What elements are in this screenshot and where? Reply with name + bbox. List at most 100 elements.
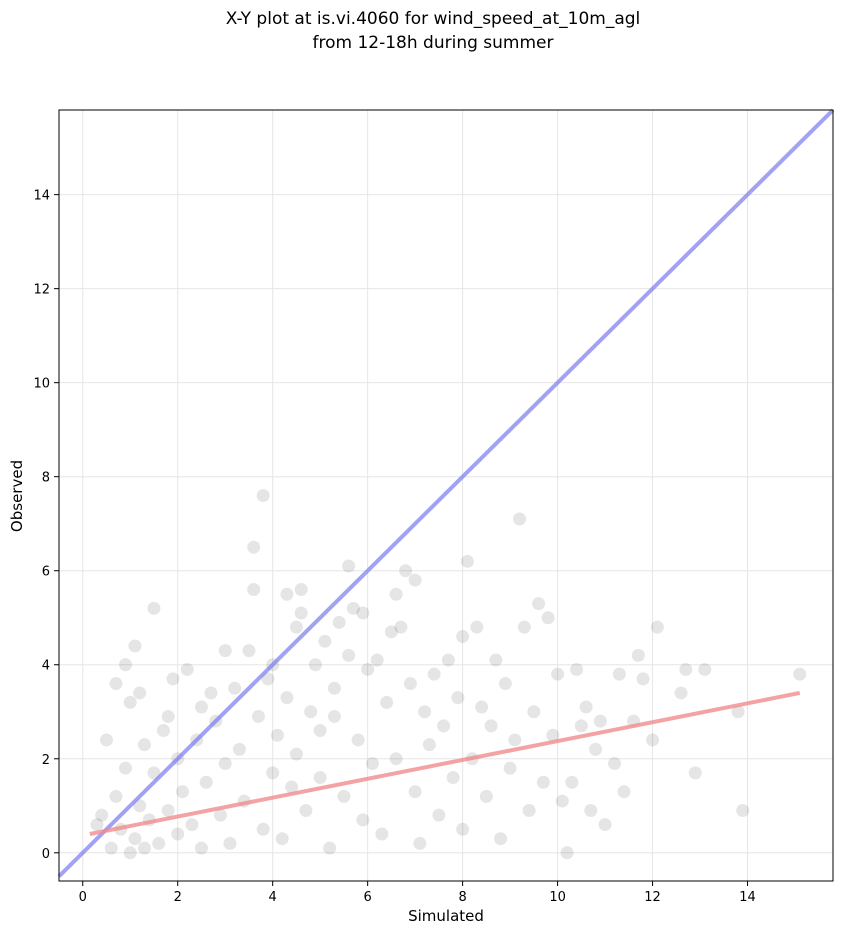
scatter-point	[698, 662, 712, 676]
scatter-point	[441, 653, 455, 667]
scatter-point	[446, 771, 460, 785]
scatter-point	[356, 606, 370, 620]
chart-title-line1: X-Y plot at is.vi.4060 for wind_speed_at…	[226, 9, 641, 29]
scatter-point	[313, 724, 327, 738]
scatter-point	[437, 719, 451, 733]
scatter-point	[346, 601, 360, 615]
scatter-point	[513, 512, 527, 526]
scatter-point	[427, 667, 441, 681]
scatter-point	[294, 606, 308, 620]
scatter-point	[342, 559, 356, 573]
scatter-point	[280, 587, 294, 601]
fit-line	[89, 690, 801, 836]
scatter-point	[161, 709, 175, 723]
scatter-point	[256, 822, 270, 836]
scatter-point	[570, 662, 584, 676]
scatter-point	[408, 573, 422, 587]
scatter-point	[128, 639, 142, 653]
scatter-point	[494, 832, 508, 846]
y-tick-label: 4	[42, 659, 50, 674]
scatter-point	[247, 583, 261, 597]
scatter-point	[152, 836, 166, 850]
scatter-point	[285, 780, 299, 794]
x-tick-label: 8	[458, 890, 466, 905]
scatter-point	[674, 686, 688, 700]
x-tick-label: 10	[549, 890, 566, 905]
scatter-point	[128, 832, 142, 846]
scatter-point	[408, 785, 422, 799]
scatter-point	[161, 803, 175, 817]
plot-frame	[58, 109, 834, 882]
y-axis-label: Observed	[8, 460, 26, 532]
scatter-point	[489, 653, 503, 667]
scatter-point	[204, 686, 218, 700]
scatter-point	[522, 803, 536, 817]
scatter-point	[247, 540, 261, 554]
scatter-point	[133, 799, 147, 813]
y-tick-label: 8	[42, 471, 50, 486]
scatter-point	[650, 620, 664, 634]
scatter-point	[375, 827, 389, 841]
scatter-point	[403, 677, 417, 691]
scatter-point	[137, 841, 151, 855]
scatter-point	[351, 733, 365, 747]
reference-lines	[57, 108, 835, 878]
scatter-point	[636, 672, 650, 686]
y-tick-label: 10	[33, 377, 50, 392]
scatter-point	[185, 818, 199, 832]
scatter-point	[318, 634, 332, 648]
scatter-point	[313, 771, 327, 785]
scatter-point	[608, 756, 622, 770]
scatter-point	[218, 756, 232, 770]
scatter-point	[289, 620, 303, 634]
scatter-point	[118, 658, 132, 672]
scatter-point	[418, 705, 432, 719]
scatter-point	[370, 653, 384, 667]
scatter-point	[631, 648, 645, 662]
scatter-point	[194, 841, 208, 855]
scatter-point	[365, 756, 379, 770]
scatter-point	[470, 620, 484, 634]
scatter-point	[104, 841, 118, 855]
scatter-point	[574, 719, 588, 733]
scatter-point	[399, 564, 413, 578]
x-tick-label: 0	[79, 890, 87, 905]
axis-ticks: 0 2 4 6 8 10 12 14 0 2 4 6 8 10 12 14	[33, 189, 755, 905]
scatter-point	[688, 766, 702, 780]
scatter-point	[337, 789, 351, 803]
grid-lines	[59, 110, 833, 881]
scatter-point	[118, 761, 132, 775]
scatter-point	[280, 691, 294, 705]
scatter-point	[646, 733, 660, 747]
x-tick-label: 4	[269, 890, 277, 905]
scatter-point	[380, 695, 394, 709]
scatter-point	[422, 738, 436, 752]
scatter-point	[166, 672, 180, 686]
x-tick-label: 12	[644, 890, 661, 905]
scatter-point	[560, 846, 574, 860]
scatter-point	[413, 836, 427, 850]
chart-title-line2: from 12-18h during summer	[313, 33, 554, 53]
y-tick-label: 2	[42, 753, 50, 768]
scatter-point	[356, 813, 370, 827]
scatter-point	[123, 846, 137, 860]
scatter-point	[218, 644, 232, 658]
scatter-point	[551, 667, 565, 681]
y-tick-label: 0	[42, 847, 50, 862]
scatter-point	[180, 662, 194, 676]
scatter-point	[617, 785, 631, 799]
scatter-point	[133, 686, 147, 700]
scatter-point	[242, 644, 256, 658]
scatter-point	[171, 827, 185, 841]
scatter-point	[294, 583, 308, 597]
x-tick-label: 6	[364, 890, 372, 905]
scatter-point	[612, 667, 626, 681]
scatter-point	[456, 822, 470, 836]
x-axis-label: Simulated	[408, 907, 484, 925]
scatter-point	[90, 818, 104, 832]
scatter-point	[517, 620, 531, 634]
scatter-point	[394, 620, 408, 634]
scatter-point	[147, 601, 161, 615]
scatter-point	[232, 742, 246, 756]
scatter-point	[147, 766, 161, 780]
